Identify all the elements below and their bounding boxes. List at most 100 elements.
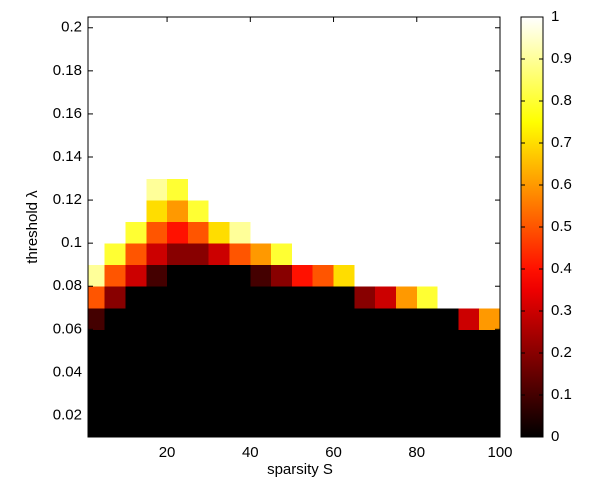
heatmap-cell [291, 200, 314, 223]
heatmap-cell [88, 113, 106, 136]
heatmap-cell [229, 350, 251, 373]
heatmap-cell [291, 70, 314, 93]
heatmap-cell [395, 393, 418, 416]
heatmap-cell [187, 243, 210, 266]
heatmap-cell [395, 307, 418, 330]
heatmap-cell [437, 221, 459, 244]
heatmap-cell [146, 264, 168, 287]
heatmap-cell [167, 415, 189, 437]
heatmap-cell [146, 286, 168, 309]
heatmap-cell [104, 221, 126, 244]
heatmap-cell [88, 92, 106, 115]
heatmap-cell [375, 286, 397, 309]
heatmap-cell [395, 372, 418, 395]
heatmap-cell [146, 113, 168, 136]
heatmap-cell [146, 157, 168, 180]
heatmap-cell [291, 329, 314, 352]
heatmap-cell [229, 178, 251, 201]
heatmap-cell [354, 329, 376, 352]
heatmap-cell [167, 329, 189, 352]
heatmap-cell [271, 264, 293, 287]
heatmap-cell [271, 393, 293, 416]
heatmap-cell [125, 92, 147, 115]
heatmap-cell [333, 307, 355, 330]
heatmap-cell [333, 329, 355, 352]
heatmap-cell [395, 70, 418, 93]
heatmap-cell [354, 286, 376, 309]
heatmap-cell [250, 307, 272, 330]
heatmap-cell [250, 27, 272, 50]
y-tick-label: 0.2 [61, 19, 82, 36]
colorbar-tick-label: 0.7 [551, 134, 572, 151]
heatmap-cell [250, 329, 272, 352]
heatmap-cell [333, 243, 355, 266]
y-tick-label: 0.06 [53, 320, 82, 337]
heatmap-cell [458, 92, 480, 115]
heatmap-cell [395, 200, 418, 223]
heatmap-cell [229, 221, 251, 244]
heatmap-cell [125, 178, 147, 201]
heatmap-cell [291, 415, 314, 437]
heatmap-cell [375, 350, 397, 373]
heatmap-cell [416, 27, 439, 50]
heatmap-cell [167, 135, 189, 158]
heatmap-cell [250, 157, 272, 180]
heatmap-cell [167, 243, 189, 266]
heatmap-cell [229, 393, 251, 416]
heatmap-cell [250, 70, 272, 93]
heatmap-cell [395, 92, 418, 115]
heatmap-cell [229, 200, 251, 223]
heatmap-cell [125, 243, 147, 266]
heatmap-cell [395, 264, 418, 287]
heatmap-cell [229, 157, 251, 180]
heatmap-cell [271, 157, 293, 180]
heatmap-cell [375, 113, 397, 136]
heatmap-cell [354, 49, 376, 72]
heatmap-cell [354, 393, 376, 416]
heatmap-cell [437, 243, 459, 266]
heatmap-cell [416, 372, 439, 395]
heatmap-cell [479, 286, 500, 309]
x-tick-label: 100 [487, 444, 512, 461]
heatmap-cell [437, 135, 459, 158]
heatmap-cell [104, 178, 126, 201]
heatmap-cell [146, 92, 168, 115]
heatmap-cell [395, 27, 418, 50]
heatmap-cell [187, 27, 210, 50]
heatmap-cell [250, 243, 272, 266]
heatmap-cell [104, 243, 126, 266]
heatmap-cell [271, 27, 293, 50]
heatmap-cell [208, 307, 230, 330]
heatmap-cell [125, 350, 147, 373]
heatmap-cell [208, 393, 230, 416]
heatmap-cell [250, 264, 272, 287]
heatmap-cell [271, 113, 293, 136]
heatmap-cell [458, 415, 480, 437]
heatmap-cell [229, 286, 251, 309]
heatmap-cell [271, 372, 293, 395]
heatmap-cell [479, 329, 500, 352]
heatmap-cell [88, 286, 106, 309]
heatmap-cell [271, 350, 293, 373]
heatmap-cell [271, 221, 293, 244]
heatmap-cell [312, 372, 335, 395]
heatmap-cell [354, 92, 376, 115]
heatmap-cell [395, 178, 418, 201]
heatmap-cell [88, 27, 106, 50]
heatmap-cell [250, 415, 272, 437]
heatmap-cell [167, 350, 189, 373]
heatmap-cell [312, 92, 335, 115]
heatmap-cell [416, 286, 439, 309]
heatmap-cell [437, 200, 459, 223]
heatmap-cell [146, 329, 168, 352]
heatmap-cell [167, 92, 189, 115]
heatmap-cell [146, 393, 168, 416]
heatmap-cell [250, 393, 272, 416]
heatmap-cell [167, 157, 189, 180]
heatmap-cell [291, 157, 314, 180]
heatmap-cell [479, 200, 500, 223]
heatmap-cell [354, 178, 376, 201]
heatmap-cell [437, 329, 459, 352]
heatmap-cell [167, 372, 189, 395]
heatmap-cell [187, 70, 210, 93]
